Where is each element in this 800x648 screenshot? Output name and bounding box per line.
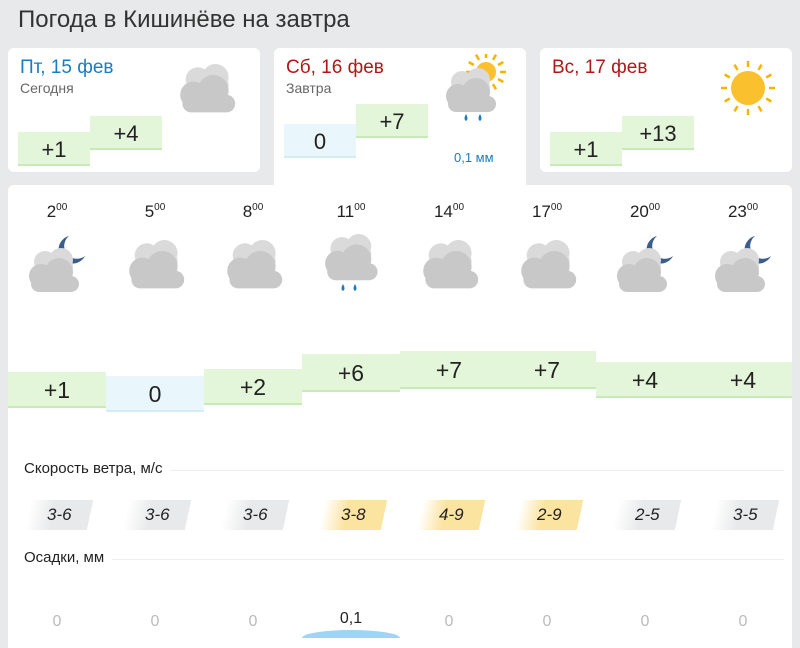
day-precip: 0,1 мм — [454, 150, 494, 165]
page-title: Погода в Кишинёве на завтра — [18, 6, 350, 33]
precip-value: 0 — [444, 613, 454, 630]
cloudy-icon — [409, 230, 489, 300]
precip-value: 0 — [150, 613, 160, 630]
precip-value: 0 — [248, 613, 258, 630]
wind-speed: 3-8 — [318, 500, 388, 530]
hour-label: 200 — [46, 202, 68, 221]
hour-temp: +6 — [302, 354, 400, 393]
sun-icon — [708, 54, 788, 129]
min-temp: +1 — [550, 132, 622, 166]
max-temp: +7 — [356, 104, 428, 138]
day-date: Пт, 15 фев — [20, 57, 114, 78]
day-subtitle: Сегодня — [20, 80, 74, 96]
precip-value: 0 — [738, 613, 748, 630]
precip-value: 0,1 — [339, 610, 363, 627]
hour-temp: 0 — [106, 376, 204, 412]
hour-label: 2300 — [727, 202, 759, 221]
wind-speed: 3-6 — [220, 500, 290, 530]
wind-speed: 3-6 — [24, 500, 94, 530]
cloudy-icon — [166, 54, 246, 129]
wind-speed: 3-6 — [122, 500, 192, 530]
precip-label: Осадки, мм — [24, 549, 113, 566]
cloudy-icon — [507, 230, 587, 300]
cloudy-rain-icon — [311, 230, 391, 300]
cloudy-icon — [115, 230, 195, 300]
divider — [24, 559, 784, 560]
hour-temp: +7 — [498, 350, 596, 389]
day-subtitle: Завтра — [286, 80, 332, 96]
hour-temp: +2 — [204, 368, 302, 405]
day-card[interactable]: Пт, 15 фев Сегодня +1 +4 — [8, 48, 260, 172]
hour-label: 1700 — [531, 202, 563, 221]
cloudy-icon — [213, 230, 293, 300]
wind-speed: 3-5 — [710, 500, 780, 530]
precip-bar — [302, 630, 400, 638]
day-date: Вс, 17 фев — [552, 57, 648, 78]
hourly-panel: Скорость ветра, м/с Осадки, мм 200 +1 3-… — [8, 185, 792, 648]
hour-temp: +4 — [694, 361, 792, 398]
precip-value: 0 — [542, 613, 552, 630]
hour-temp: +1 — [8, 372, 106, 409]
night-cloudy-icon — [605, 230, 685, 300]
precip-value: 0 — [52, 613, 62, 630]
min-temp: 0 — [284, 124, 356, 158]
min-temp: +1 — [18, 132, 90, 166]
wind-speed: 2-5 — [612, 500, 682, 530]
precip-value: 0 — [640, 613, 650, 630]
hour-label: 1100 — [336, 202, 366, 221]
wind-label: Скорость ветра, м/с — [24, 460, 171, 477]
hour-label: 1400 — [433, 202, 465, 221]
max-temp: +13 — [622, 116, 694, 150]
divider — [24, 470, 784, 471]
hour-label: 500 — [144, 202, 166, 221]
wind-speed: 4-9 — [416, 500, 486, 530]
night-cloudy-icon — [17, 230, 97, 300]
hour-temp: +7 — [400, 350, 498, 389]
max-temp: +4 — [90, 116, 162, 150]
night-cloudy-icon — [703, 230, 783, 300]
hour-label: 2000 — [629, 202, 661, 221]
hour-label: 800 — [242, 202, 264, 221]
wind-speed: 2-9 — [514, 500, 584, 530]
partly-sunny-rain-icon — [432, 52, 512, 129]
day-card[interactable]: Вс, 17 фев +1 +13 — [540, 48, 792, 172]
day-date: Сб, 16 фев — [286, 57, 384, 78]
day-card[interactable]: Сб, 16 фев Завтра 0 +7 0,1 мм — [274, 48, 526, 188]
hour-temp: +4 — [596, 361, 694, 398]
